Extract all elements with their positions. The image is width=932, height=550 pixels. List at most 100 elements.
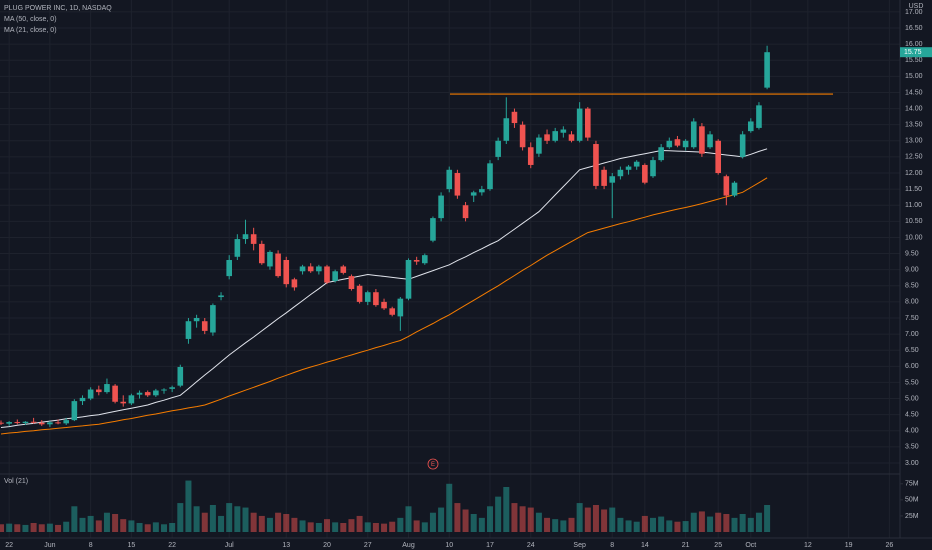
volume-bar <box>307 522 314 532</box>
y-tick-label: 8.50 <box>905 283 919 290</box>
candle-body <box>340 266 347 273</box>
legend-entry: MA (50, close, 0) <box>4 16 57 23</box>
y-tick-label: 14.00 <box>905 105 923 112</box>
earnings-marker[interactable] <box>427 458 439 470</box>
volume-bar <box>690 512 697 532</box>
volume-bar <box>372 523 379 532</box>
volume-label: Vol (21) <box>4 478 28 485</box>
volume-bar <box>487 506 493 532</box>
volume-bar <box>242 507 249 532</box>
candle-body <box>267 251 273 267</box>
volume-bar <box>348 519 355 532</box>
candle-body <box>0 422 4 424</box>
volume-bar <box>560 520 567 532</box>
candle-body <box>112 385 118 402</box>
candle-body <box>756 105 762 128</box>
plot <box>0 45 833 532</box>
candle-body <box>617 169 624 177</box>
volume-bar <box>340 523 347 532</box>
grid <box>0 0 900 538</box>
volume-bar <box>283 514 290 532</box>
volume-bar <box>161 524 167 532</box>
earnings-marker-label: E <box>431 462 435 468</box>
volume-bar <box>299 520 306 532</box>
volume-bar <box>258 515 265 532</box>
candle-body <box>128 395 135 404</box>
volume-bar <box>128 520 135 532</box>
volume-bar <box>144 524 151 532</box>
y-tick-label: 5.00 <box>905 395 919 402</box>
candle-body <box>201 321 208 331</box>
y-tick-label: 6.50 <box>905 347 919 354</box>
candle-body <box>413 260 420 262</box>
candle-body <box>699 126 705 154</box>
volume-bar <box>568 517 575 532</box>
volume-bar <box>169 523 176 532</box>
x-tick-label: 14 <box>641 542 649 549</box>
x-tick-label: 15 <box>128 542 136 549</box>
volume-bar <box>291 517 298 532</box>
y-tick-label: 16.00 <box>905 41 923 48</box>
volume-bar <box>275 512 282 532</box>
y-tick-label: 10.00 <box>905 234 923 241</box>
volume-bar <box>633 521 640 532</box>
volume-bar <box>38 524 45 532</box>
candle-body <box>250 234 257 244</box>
volume-bar <box>112 514 119 532</box>
volume-bar <box>527 507 534 532</box>
candle-body <box>576 108 583 141</box>
volume-bar <box>658 516 665 532</box>
volume-bar <box>715 512 722 532</box>
y-tick-label: 17.00 <box>905 9 923 16</box>
candle-body <box>511 111 518 124</box>
volume-bar <box>723 514 730 532</box>
volume-bar <box>397 517 404 532</box>
candle-body <box>748 121 754 132</box>
volume-bar <box>389 521 396 532</box>
y-tick-label: 3.00 <box>905 460 919 467</box>
volume-bar <box>707 516 714 532</box>
volume-bar <box>470 514 477 532</box>
volume-bar <box>421 522 428 532</box>
candle-body <box>650 160 656 177</box>
y-tick-label: 10.50 <box>905 218 923 225</box>
y-tick-label: 4.50 <box>905 411 919 418</box>
volume-bar <box>381 523 388 532</box>
candle-body <box>519 124 526 148</box>
volume-bar <box>747 517 754 532</box>
volume-bar <box>584 507 591 532</box>
moving-average-line <box>0 148 768 428</box>
candle-body <box>536 137 542 154</box>
candle-body <box>601 169 607 186</box>
volume-bar <box>764 505 771 532</box>
y-tick-label: 13.00 <box>905 138 923 145</box>
y-tick-label: 8.00 <box>905 299 919 306</box>
candle-body <box>731 182 738 196</box>
volume-bar <box>356 515 363 532</box>
candle-body <box>259 243 265 264</box>
candle-body <box>242 234 249 240</box>
volume-tick-label: 50M <box>905 497 919 504</box>
y-tick-label: 12.00 <box>905 170 923 177</box>
candle-body <box>381 301 387 309</box>
candle-body <box>682 140 689 148</box>
volume-bar <box>405 506 412 532</box>
candle-body <box>71 401 78 421</box>
candle-body <box>389 308 395 315</box>
volume-bar <box>95 520 102 532</box>
x-tick-label: 19 <box>845 542 853 549</box>
currency: USD <box>909 3 924 10</box>
x-tick-label: 24 <box>527 542 535 549</box>
x-tick-label: 12 <box>804 542 812 549</box>
volume-bar <box>682 521 689 532</box>
candle-body <box>642 164 648 183</box>
x-tick-label: 8 <box>610 542 614 549</box>
volume-bar <box>454 503 461 532</box>
candle-body <box>503 118 510 141</box>
volume-bar <box>218 515 225 532</box>
candle-body <box>397 298 404 317</box>
candle-body <box>356 285 363 302</box>
candle-body <box>585 108 591 138</box>
volume-bar <box>55 524 62 532</box>
